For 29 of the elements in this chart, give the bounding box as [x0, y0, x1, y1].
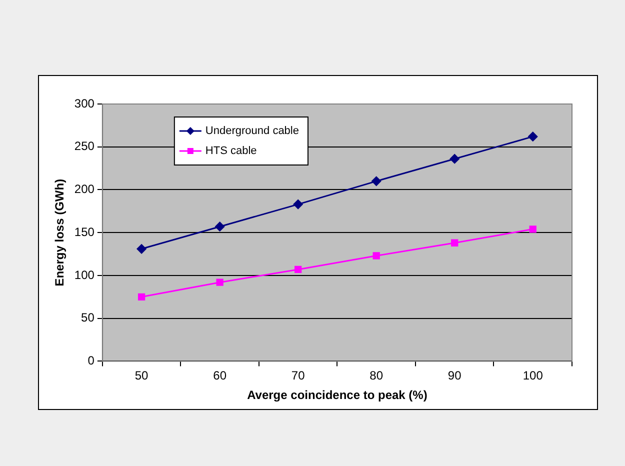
y-tick-label: 150 [74, 224, 95, 239]
point [215, 222, 225, 232]
point [529, 226, 536, 233]
x-tick-label: 60 [213, 368, 227, 383]
x-tick-label: 100 [522, 368, 544, 383]
x-tick-label: 50 [134, 368, 149, 383]
point [294, 266, 302, 274]
point [138, 293, 146, 300]
x-tick-label: 80 [370, 368, 384, 383]
point [372, 252, 380, 260]
y-tick-label: 0 [88, 354, 95, 368]
y-tick-label: 100 [74, 268, 95, 282]
legend-label: HTS cable [205, 145, 257, 158]
point [216, 278, 224, 286]
x-tick-label: 70 [291, 368, 306, 383]
point [136, 244, 146, 254]
legend-label: Underground cable [205, 125, 299, 138]
y-tick-label: 200 [74, 182, 95, 196]
y-tick-label: 50 [81, 310, 95, 325]
x-tick-label: 90 [448, 368, 462, 383]
point [293, 200, 303, 210]
y-axis-title: Energy loss (GWh) [52, 178, 67, 286]
point [450, 154, 460, 164]
point [372, 176, 382, 186]
y-tick-label: 250 [74, 139, 95, 154]
point [451, 239, 458, 246]
point [528, 132, 538, 142]
y-tick-label: 300 [74, 96, 95, 110]
x-axis-title: Averge coincidence to peak (%) [247, 388, 428, 402]
